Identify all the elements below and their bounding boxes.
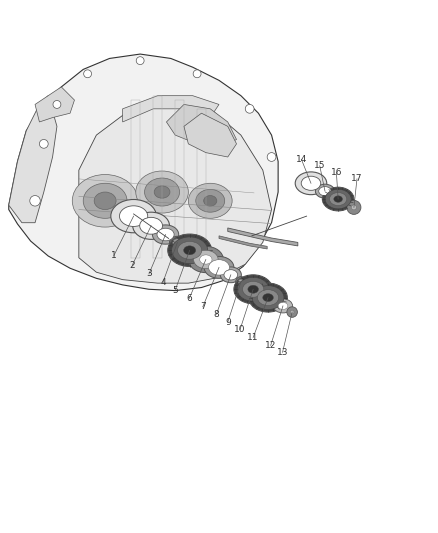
Ellipse shape [120, 206, 148, 227]
Polygon shape [9, 54, 278, 290]
Polygon shape [228, 228, 298, 246]
Circle shape [136, 56, 144, 64]
Polygon shape [219, 236, 267, 249]
Ellipse shape [325, 189, 351, 209]
Circle shape [245, 104, 254, 113]
Ellipse shape [170, 236, 185, 248]
Text: 9: 9 [225, 318, 231, 327]
Ellipse shape [249, 283, 287, 312]
Ellipse shape [248, 285, 258, 293]
Text: 11: 11 [247, 333, 259, 342]
Ellipse shape [72, 174, 138, 227]
Ellipse shape [322, 187, 354, 211]
Circle shape [39, 140, 48, 148]
Ellipse shape [351, 205, 357, 210]
Text: 17: 17 [351, 174, 363, 183]
Ellipse shape [140, 217, 162, 234]
Ellipse shape [177, 241, 202, 259]
Circle shape [30, 196, 40, 206]
Text: 16: 16 [331, 168, 342, 177]
Ellipse shape [136, 171, 188, 213]
Ellipse shape [287, 307, 297, 317]
Text: 15: 15 [314, 161, 325, 170]
Text: 12: 12 [265, 341, 276, 350]
Ellipse shape [319, 187, 331, 196]
Ellipse shape [188, 246, 223, 273]
Ellipse shape [154, 186, 170, 198]
Ellipse shape [111, 199, 156, 233]
Ellipse shape [329, 192, 347, 206]
Ellipse shape [168, 234, 212, 266]
Ellipse shape [234, 275, 272, 304]
Ellipse shape [188, 183, 232, 219]
Text: 10: 10 [234, 325, 246, 334]
Ellipse shape [278, 302, 288, 310]
Circle shape [267, 152, 276, 161]
Ellipse shape [252, 286, 284, 310]
Ellipse shape [208, 260, 230, 275]
Polygon shape [9, 96, 57, 223]
Text: 5: 5 [172, 286, 178, 295]
Polygon shape [79, 100, 272, 283]
Ellipse shape [273, 299, 293, 313]
Ellipse shape [200, 255, 212, 264]
Text: 8: 8 [213, 310, 219, 319]
Ellipse shape [315, 184, 335, 198]
Ellipse shape [301, 176, 321, 190]
Ellipse shape [145, 178, 180, 206]
Text: 7: 7 [200, 302, 206, 311]
Polygon shape [166, 104, 237, 148]
Ellipse shape [236, 277, 246, 287]
Ellipse shape [133, 212, 170, 239]
Text: 14: 14 [296, 155, 307, 164]
Ellipse shape [334, 196, 343, 203]
Ellipse shape [157, 228, 174, 241]
Ellipse shape [224, 270, 238, 280]
Ellipse shape [237, 277, 269, 301]
Ellipse shape [263, 294, 273, 302]
Circle shape [193, 70, 201, 78]
Ellipse shape [152, 225, 179, 244]
Circle shape [53, 101, 61, 108]
Ellipse shape [220, 267, 241, 282]
Ellipse shape [243, 281, 264, 297]
Ellipse shape [194, 251, 218, 269]
Text: 4: 4 [160, 278, 166, 287]
Ellipse shape [238, 279, 244, 285]
Ellipse shape [172, 237, 208, 264]
Polygon shape [184, 113, 237, 157]
Text: 1: 1 [111, 251, 117, 260]
Ellipse shape [295, 172, 327, 195]
Ellipse shape [204, 196, 217, 206]
Text: 13: 13 [277, 348, 288, 357]
Text: 6: 6 [186, 294, 192, 303]
Ellipse shape [83, 183, 127, 219]
Polygon shape [35, 87, 74, 122]
Ellipse shape [204, 256, 234, 278]
Polygon shape [123, 96, 219, 122]
Ellipse shape [94, 192, 116, 209]
Ellipse shape [258, 289, 279, 305]
Ellipse shape [347, 200, 361, 214]
Text: 2: 2 [130, 261, 135, 270]
Ellipse shape [184, 246, 196, 255]
Ellipse shape [196, 189, 225, 212]
Circle shape [84, 70, 92, 78]
Text: 3: 3 [146, 270, 152, 278]
Ellipse shape [290, 310, 294, 314]
Ellipse shape [173, 239, 182, 246]
